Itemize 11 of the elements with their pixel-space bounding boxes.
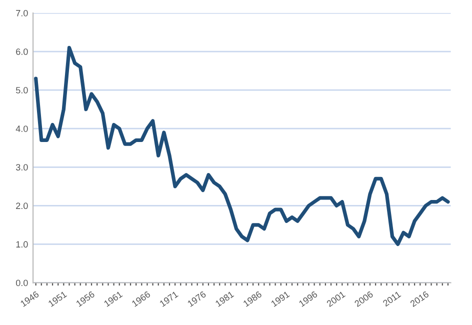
y-tick-label: 2.0 <box>16 202 28 210</box>
y-tick-label: 3.0 <box>16 164 28 171</box>
line-series <box>34 46 450 246</box>
y-tick-label: 7.0 <box>16 10 28 16</box>
y-tick-label: 5.0 <box>16 87 28 94</box>
y-tick-label: 0.0 <box>16 280 28 286</box>
x-tick-label: 1991 <box>270 290 290 307</box>
y-tick-label: 1.0 <box>16 241 28 248</box>
y-tick-label: 4.0 <box>16 126 28 132</box>
y-tick-label: 6.0 <box>16 48 28 55</box>
x-tick-label: 2011 <box>382 290 402 307</box>
